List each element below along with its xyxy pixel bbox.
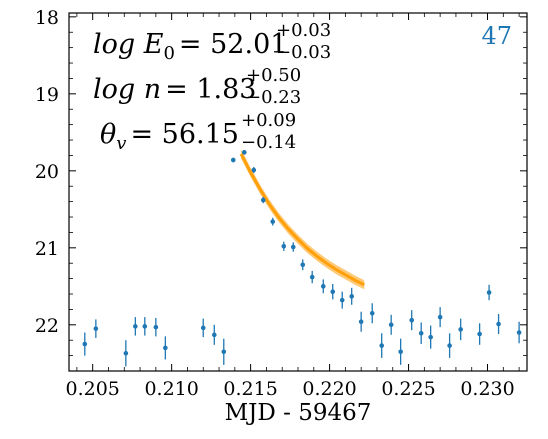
data-point xyxy=(82,341,88,347)
annotation-upper-error: +0.09 xyxy=(241,110,296,131)
data-point xyxy=(153,324,159,330)
x-tick-label: 0.225 xyxy=(381,378,435,400)
data-point xyxy=(447,343,452,348)
annotation-lower-error: −0.23 xyxy=(246,87,301,108)
y-tick-label: 22 xyxy=(35,315,59,337)
data-point xyxy=(409,317,415,323)
model-curve xyxy=(239,153,365,287)
svg-text:log n= 1.83: log n = 1.83 xyxy=(93,74,256,105)
data-point xyxy=(339,297,345,303)
fit-annotation-energy: log E0 = 52.01 +0.03 −0.03 xyxy=(93,20,331,64)
data-point xyxy=(358,319,364,325)
model-band xyxy=(239,149,365,290)
annotation-value: = 56.15 xyxy=(130,119,239,150)
data-point xyxy=(418,330,424,336)
data-point xyxy=(516,330,522,335)
annotation-symbol: θ xyxy=(100,119,116,150)
x-tick-label: 0.205 xyxy=(65,378,119,400)
data-point xyxy=(200,325,206,331)
data-point xyxy=(486,290,492,295)
x-tick-label: 0.210 xyxy=(144,378,198,400)
data-point xyxy=(458,327,463,332)
annotation-upper-error: +0.50 xyxy=(246,65,301,86)
data-point xyxy=(270,219,276,224)
annotation-lower-error: −0.14 xyxy=(241,132,296,153)
x-tick-label: 0.230 xyxy=(460,378,514,400)
x-tick-label: 0.215 xyxy=(223,378,277,400)
data-point xyxy=(260,197,266,203)
data-point xyxy=(163,345,168,351)
data-point xyxy=(388,322,394,328)
data-point xyxy=(477,331,482,337)
svg-text:θv= 56.15: θv = 56.15 xyxy=(100,119,239,154)
data-point xyxy=(330,289,336,295)
axis-ticks: 0.205 0.210 0.215 0.220 0.225 0.230 18 19 20 21 22 xyxy=(35,7,527,400)
data-point xyxy=(300,262,306,268)
annotation-subscript: 0 xyxy=(163,43,174,64)
data-point xyxy=(349,294,354,299)
annotation-symbol: log n xyxy=(93,74,161,105)
annotation-upper-error: +0.03 xyxy=(276,20,331,41)
model-uncertainty-band xyxy=(241,149,365,290)
data-point xyxy=(221,349,227,355)
data-points xyxy=(82,150,522,367)
data-point xyxy=(142,324,148,329)
data-point xyxy=(230,157,236,163)
fit-annotation-viewing-angle: θv = 56.15 +0.09 −0.14 xyxy=(100,110,296,154)
x-tick-label: 0.220 xyxy=(302,378,356,400)
data-point xyxy=(251,167,257,173)
svg-text:log E0= 52.01: log E0 = 52.01 xyxy=(93,29,287,64)
y-tick-label: 21 xyxy=(35,238,59,260)
data-point xyxy=(309,274,315,280)
annotation-symbol: log E xyxy=(93,29,164,60)
data-point xyxy=(123,350,129,356)
annotation-value: = 52.01 xyxy=(179,29,288,60)
data-point xyxy=(242,150,247,155)
corner-label: 47 xyxy=(481,22,512,50)
data-point xyxy=(93,326,99,331)
data-point xyxy=(369,310,375,316)
y-tick-label: 20 xyxy=(35,161,59,183)
data-point xyxy=(320,284,326,289)
data-point xyxy=(428,334,433,340)
annotation-subscript: v xyxy=(116,133,126,154)
data-point xyxy=(281,243,287,249)
annotation-value: = 1.83 xyxy=(165,74,256,105)
data-point xyxy=(496,321,501,327)
data-point xyxy=(290,244,296,250)
data-point xyxy=(211,332,217,338)
y-tick-label: 19 xyxy=(35,84,59,106)
data-point xyxy=(437,314,443,320)
data-point xyxy=(133,324,138,329)
y-tick-label: 18 xyxy=(35,7,59,29)
annotation-lower-error: −0.03 xyxy=(276,42,331,63)
x-axis-title: MJD - 59467 xyxy=(225,400,372,426)
fit-annotation-density: log n = 1.83 +0.50 −0.23 xyxy=(93,65,301,108)
data-point xyxy=(398,349,403,355)
data-point xyxy=(379,343,385,348)
